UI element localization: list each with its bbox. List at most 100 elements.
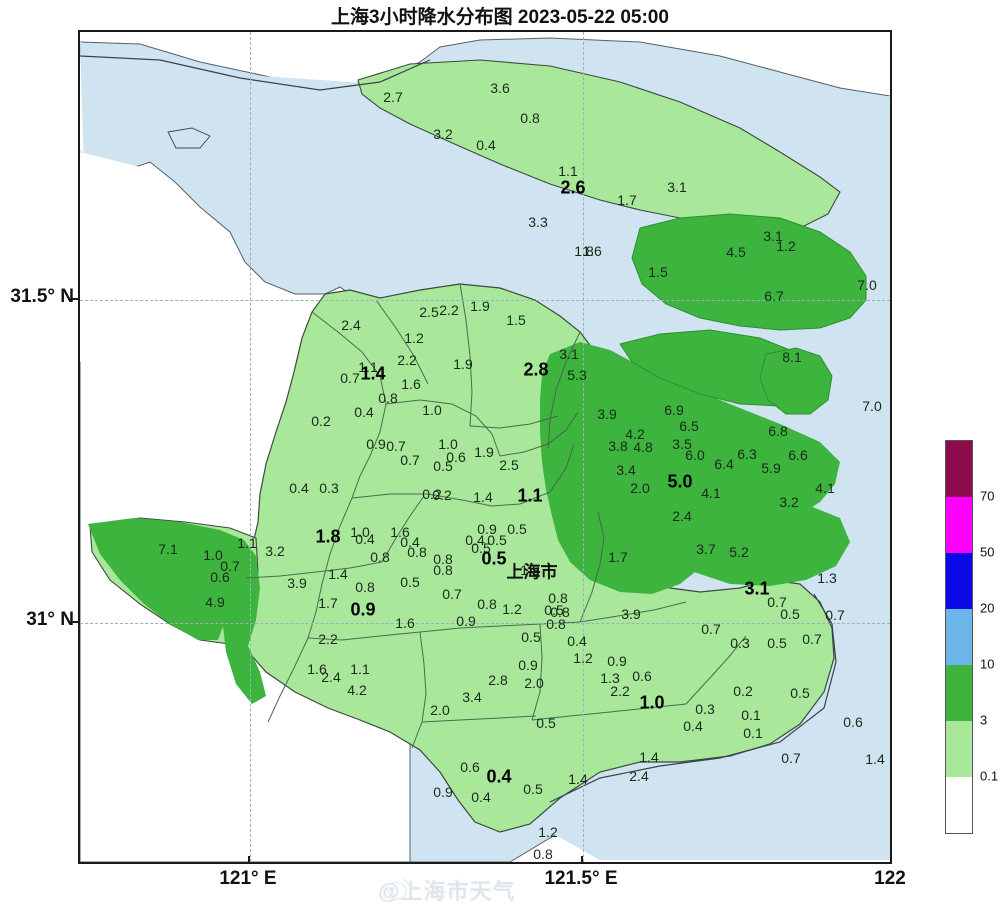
jiangsu-land-n-notch [80, 152, 250, 362]
weibo-logo-icon [383, 878, 411, 901]
station-value: 0.5 [471, 540, 491, 556]
station-value: 0.3 [695, 701, 715, 717]
station-value: 3.2 [265, 543, 285, 559]
station-value: 1.2 [520, 562, 540, 578]
station-value: 1.0 [350, 524, 370, 540]
station-value: 0.6 [632, 668, 652, 684]
gridline-lat-31 [80, 623, 890, 624]
station-value: 0.4 [400, 534, 420, 550]
station-value: 1.0 [203, 547, 223, 563]
station-value: 0.5 [433, 458, 453, 474]
station-value: 4.2 [347, 682, 367, 698]
station-value: 3.9 [597, 406, 617, 422]
station-value: 1.1 [350, 661, 370, 677]
station-value: 1.9 [474, 444, 494, 460]
colorbar-tick-label: 50 [980, 544, 995, 560]
station-value: 1.4 [568, 771, 588, 787]
station-value: 0.7 [442, 586, 462, 602]
station-value: 0.9 [350, 599, 376, 620]
station-value: 1.3 [600, 670, 620, 686]
station-value: 1.4 [865, 751, 885, 767]
station-value: 2.2 [439, 302, 459, 318]
station-value: 2.7 [383, 89, 403, 105]
colorbar-tick-label: 10 [980, 656, 995, 672]
station-value: 1.0 [639, 692, 665, 713]
station-value: 2.8 [523, 359, 549, 380]
station-value: 0.9 [433, 784, 453, 800]
colorbar-segment [946, 665, 972, 721]
station-value: 4.9 [205, 594, 225, 610]
precipitation-map: 2.7 3.6 0.8 0.4 3.2 1.1 2.6 1.7 3.1 3.3 1.8 1.6 1.5 3… [78, 30, 892, 864]
colorbar-tick-label: 20 [980, 600, 995, 616]
station-value: 1.4 [639, 749, 659, 765]
station-value: 1.8 [315, 526, 341, 547]
station-value: 0.5 [481, 548, 507, 569]
station-value: 0.9 [607, 653, 627, 669]
station-value: 2.4 [629, 768, 649, 784]
x-axis-tick [890, 856, 892, 864]
station-value: 2.5 [419, 304, 439, 320]
station-value: 3.4 [462, 689, 482, 705]
coastline [80, 55, 837, 803]
station-value: 2.5 [499, 457, 519, 473]
station-value: 0.8 [546, 616, 566, 632]
station-value: 0.4 [465, 532, 485, 548]
station-value: 2.4 [341, 317, 361, 333]
station-value: 0.7 [220, 558, 240, 574]
station-value: 0.9 [366, 436, 386, 452]
station-value: 2.6 [560, 177, 586, 198]
station-value: 2.4 [321, 669, 341, 685]
station-value: 0.7 [802, 631, 822, 647]
station-value: 1.6 [401, 376, 421, 392]
gridline-lon-121_5 [583, 32, 584, 862]
station-value: 0.2 [432, 487, 452, 503]
y-axis-tick-label: 31.5° N [10, 286, 74, 307]
station-value: 1.0 [422, 402, 442, 418]
station-value: 0.8 [378, 390, 398, 406]
station-value: 0.6 [446, 449, 466, 465]
station-value: 1.6 [395, 615, 415, 631]
chongming-lagoon [167, 127, 211, 149]
page-title: 上海3小时降水分布图 2023-05-22 05:00 [331, 7, 669, 28]
station-value: 1.7 [617, 192, 637, 208]
station-value: 7.1 [158, 541, 178, 557]
station-value: 6.5 [679, 418, 699, 434]
station-value: 0.5 [523, 781, 543, 797]
green-changxing-island [631, 213, 867, 331]
station-value: 1.0 [438, 436, 458, 452]
y-axis-tick [72, 298, 80, 300]
station-value: 2.0 [430, 702, 450, 718]
station-value: 6.0 [685, 447, 705, 463]
station-value: 1.6 [582, 243, 602, 259]
station-value: 0.5 [536, 715, 556, 731]
station-value: 1.9 [470, 298, 490, 314]
station-value: 0.7 [825, 607, 845, 623]
station-value: 1.5 [648, 264, 668, 280]
station-value: 0.4 [289, 480, 309, 496]
station-value: 8.1 [782, 349, 802, 365]
y-axis-tick-label: 31° N [26, 609, 74, 630]
station-value: 1.5 [506, 312, 526, 328]
gridline-lat-31_5 [80, 300, 890, 301]
station-value: 6.7 [764, 288, 784, 304]
station-value: 0.5 [507, 521, 527, 537]
station-value: 0.9 [518, 657, 538, 673]
station-value: 4.1 [815, 480, 835, 496]
station-value: 3.5 [672, 436, 692, 452]
precip-band-green [88, 213, 867, 704]
station-value: 6.6 [788, 447, 808, 463]
station-value: 1.2 [538, 824, 558, 840]
station-value: 5.3 [567, 367, 587, 383]
station-value: 0.5 [400, 574, 420, 590]
colorbar-segment [946, 497, 972, 553]
station-value: 0.5 [767, 635, 787, 651]
station-value: 0.8 [433, 562, 453, 578]
station-value: 2.4 [672, 508, 692, 524]
x-axis-tick-label: 121.5° E [544, 868, 618, 889]
x-axis-tick-label: 122 [874, 868, 906, 889]
station-value: 0.7 [767, 594, 787, 610]
station-value: 3.2 [433, 126, 453, 142]
station-value: 5.2 [729, 544, 749, 560]
station-value: 6.9 [664, 402, 684, 418]
station-value: 0.7 [701, 621, 721, 637]
